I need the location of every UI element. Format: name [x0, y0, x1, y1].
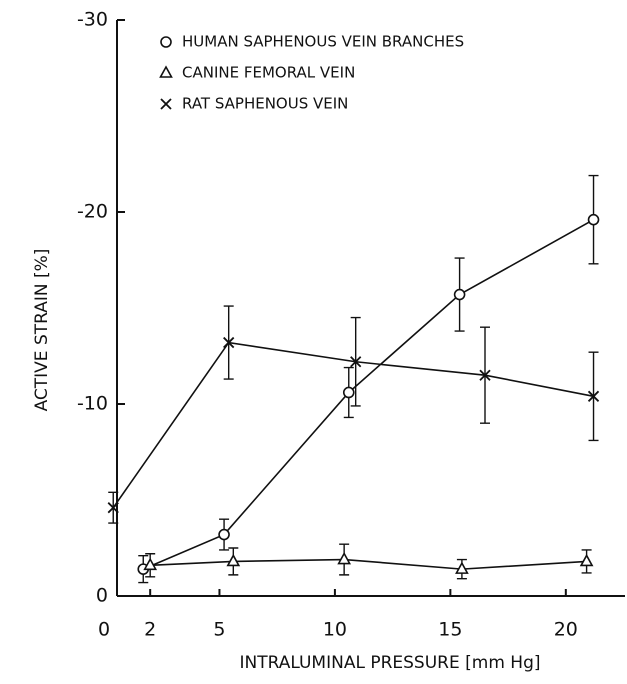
marker: [226, 553, 241, 567]
legend-label: RAT SAPHENOUS VEIN: [182, 95, 348, 113]
marker: [455, 561, 469, 574]
legend-marker: [160, 36, 172, 48]
marker: [143, 557, 158, 571]
x-tick-label: 0: [98, 619, 110, 641]
marker: [223, 336, 235, 349]
x-tick-label: 15: [438, 619, 462, 641]
x-tick-label: 10: [323, 619, 347, 641]
marker: [479, 369, 491, 381]
marker: [350, 356, 362, 368]
x-tick-label: 20: [554, 619, 578, 641]
y-axis-label: ACTIVE STRAIN [%]: [32, 249, 52, 412]
x-tick-label: 5: [213, 619, 225, 641]
y-tick-label: -30: [77, 9, 108, 31]
series-line: [150, 558, 587, 570]
marker: [218, 528, 230, 541]
marker: [587, 213, 600, 226]
marker: [337, 551, 351, 565]
x-tick-label: 2: [144, 619, 156, 641]
legend-label: CANINE FEMORAL VEIN: [182, 64, 355, 82]
marker: [579, 553, 594, 567]
y-tick-label: -20: [77, 201, 108, 223]
series-line: [142, 218, 594, 570]
marker: [107, 502, 119, 514]
legend-marker: [160, 98, 172, 110]
marker: [587, 390, 600, 402]
marker: [342, 386, 355, 399]
y-tick-label: -10: [77, 393, 108, 415]
marker: [453, 288, 466, 301]
legend-label: HUMAN SAPHENOUS VEIN BRANCHES: [182, 33, 464, 51]
x-axis-label: INTRALUMINAL PRESSURE [mm Hg]: [240, 653, 541, 673]
legend-marker: [159, 65, 173, 78]
y-tick-label: 0: [96, 585, 108, 607]
